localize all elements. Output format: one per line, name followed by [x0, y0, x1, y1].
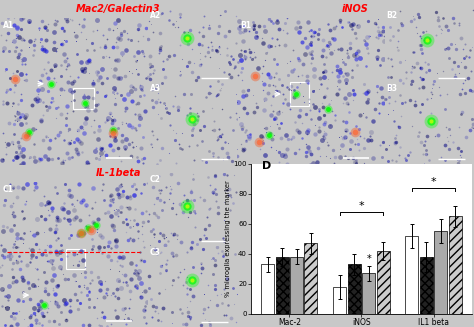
Bar	[304, 244, 318, 314]
Bar	[348, 265, 361, 314]
Text: B2: B2	[387, 11, 398, 20]
Bar	[290, 257, 303, 314]
Bar	[362, 273, 375, 314]
Text: *: *	[359, 201, 364, 211]
Text: A3: A3	[150, 84, 161, 94]
Text: C3: C3	[150, 248, 161, 257]
Text: A2: A2	[150, 11, 161, 20]
Text: C2: C2	[150, 175, 161, 184]
Bar	[261, 265, 274, 314]
Bar	[376, 251, 390, 314]
Bar	[434, 232, 447, 314]
Bar	[276, 257, 289, 314]
Text: *: *	[431, 177, 436, 187]
Bar	[420, 257, 433, 314]
Text: B3: B3	[387, 84, 398, 94]
Text: D: D	[262, 161, 271, 171]
Bar	[405, 236, 419, 314]
Text: Mac2/Galectin3: Mac2/Galectin3	[76, 4, 161, 14]
Y-axis label: % microglia expressing the marker: % microglia expressing the marker	[225, 181, 231, 297]
Text: C1: C1	[3, 185, 14, 194]
Bar	[66, 249, 85, 269]
Text: IL-1beta: IL-1beta	[96, 168, 141, 178]
Text: B1: B1	[240, 21, 251, 30]
Bar	[290, 82, 309, 106]
Bar	[73, 88, 94, 109]
Bar	[333, 287, 346, 314]
Text: A1: A1	[3, 21, 14, 30]
Bar	[448, 216, 462, 314]
Text: *: *	[366, 254, 371, 265]
Text: iNOS: iNOS	[342, 4, 369, 14]
